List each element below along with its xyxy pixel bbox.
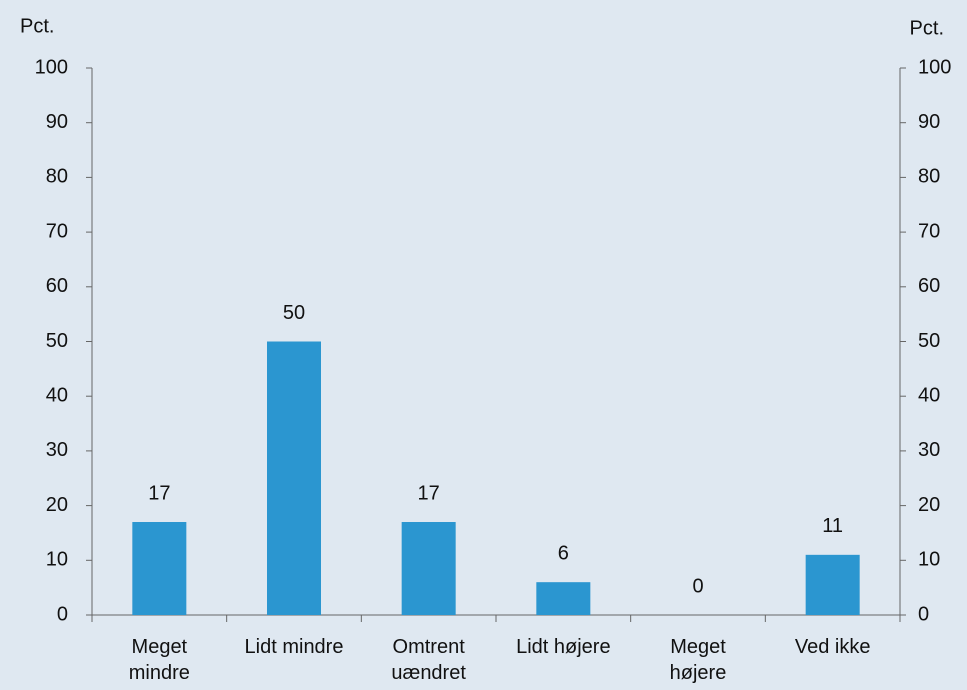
y2-axis-label: Pct. xyxy=(910,17,944,39)
data-label: 17 xyxy=(148,482,170,504)
y2-tick-label: 100 xyxy=(918,56,951,78)
y-tick-label: 20 xyxy=(46,494,68,516)
y-tick-label: 10 xyxy=(46,549,68,571)
x-tick-label: Ved ikke xyxy=(795,636,871,658)
y-tick-label: 100 xyxy=(35,56,68,78)
y-tick-label: 60 xyxy=(46,275,68,297)
data-label: 6 xyxy=(558,542,569,564)
y2-tick-label: 20 xyxy=(918,494,940,516)
data-label: 50 xyxy=(283,302,305,324)
data-label: 11 xyxy=(822,515,843,537)
y2-tick-label: 80 xyxy=(918,166,940,188)
bar xyxy=(536,582,591,615)
data-label: 0 xyxy=(692,575,703,597)
y-tick-label: 90 xyxy=(46,111,68,133)
x-tick-label: Lidt højere xyxy=(516,636,611,658)
y2-tick-label: 30 xyxy=(918,439,940,461)
y-tick-label: 70 xyxy=(46,220,68,242)
x-tick-label: Lidt mindre xyxy=(245,636,344,658)
y-axis-label: Pct. xyxy=(20,15,54,37)
x-tick-label: Meget mindre xyxy=(129,636,190,684)
y2-tick-label: 50 xyxy=(918,330,940,352)
y-tick-label: 30 xyxy=(46,439,68,461)
y2-tick-label: 70 xyxy=(918,220,940,242)
bar xyxy=(132,522,187,615)
data-label: 17 xyxy=(418,482,440,504)
y2-tick-label: 90 xyxy=(918,111,940,133)
y2-tick-label: 0 xyxy=(918,603,929,625)
y-tick-label: 50 xyxy=(46,330,68,352)
y2-tick-label: 40 xyxy=(918,384,940,406)
x-tick-label: Meget højere xyxy=(670,636,727,684)
bar xyxy=(267,341,321,615)
y-tick-label: 0 xyxy=(57,603,68,625)
y-tick-label: 40 xyxy=(46,384,68,406)
bar xyxy=(805,554,860,615)
y2-tick-label: 60 xyxy=(918,275,940,297)
bar xyxy=(401,522,456,615)
y-tick-label: 80 xyxy=(46,166,68,188)
y2-tick-label: 10 xyxy=(918,549,940,571)
x-tick-label: Omtrent uændret xyxy=(391,636,466,684)
